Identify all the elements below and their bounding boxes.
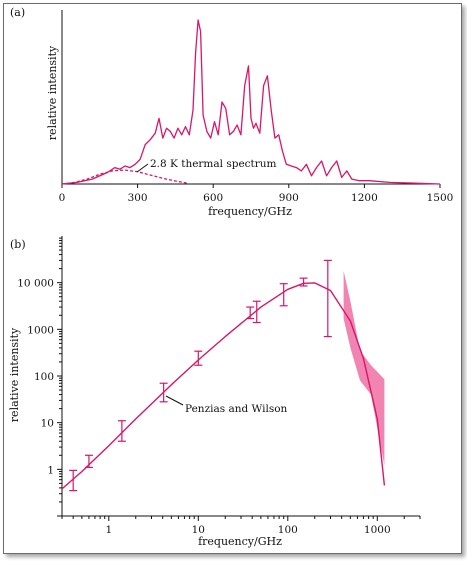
panel-b-x-tick-label: 10 xyxy=(192,524,205,536)
panel-b-annotation: Penzias and Wilson xyxy=(185,403,288,415)
error-bar xyxy=(159,382,168,403)
panel-b-x-tick-label: 1 xyxy=(105,524,112,536)
thermal-spectrum-line xyxy=(61,169,189,185)
panel-b-y-label: relative intensity xyxy=(8,327,21,422)
panel-a-x-tick-label: 1200 xyxy=(351,192,378,204)
panel-a-x-ticks: 0 300 600 900 1200 1500 xyxy=(59,184,454,204)
error-bar xyxy=(117,420,126,442)
figure-frame xyxy=(3,3,462,554)
panel-a-x-tick-label: 600 xyxy=(203,192,223,204)
panel-a-annotation: 2.8 K thermal spectrum xyxy=(150,158,277,170)
panel-a-x-tick-label: 900 xyxy=(279,192,299,204)
panel-b-label: (b) xyxy=(10,238,26,251)
error-bar xyxy=(194,350,203,366)
measured-spectrum-line xyxy=(61,19,441,185)
error-bar xyxy=(279,283,288,307)
panel-b-x-tick-label: 1000 xyxy=(364,524,391,536)
panel-a-x-tick-label: 300 xyxy=(128,192,148,204)
blackbody-curve xyxy=(61,282,386,490)
panel-a-x-label: frequency/GHz xyxy=(208,205,292,218)
measurement-band xyxy=(343,270,385,466)
panel-a-annotation-leader xyxy=(136,163,149,173)
error-bar xyxy=(323,259,332,338)
panel-b-x-tick-label: 100 xyxy=(278,524,298,536)
panel-a-plot xyxy=(61,19,441,185)
panel-a-y-label: relative intensity xyxy=(46,45,59,140)
panel-a-x-tick-label: 1500 xyxy=(427,192,454,204)
panel-a-x-tick-label: 0 xyxy=(59,192,66,204)
error-bar xyxy=(84,454,93,469)
panel-a-label: (a) xyxy=(10,6,25,19)
panel-b-x-label: frequency/GHz xyxy=(198,535,282,548)
panel-b-y-tick-label: 100 xyxy=(34,371,54,383)
error-bar xyxy=(299,277,308,287)
panel-b-annotation-leader xyxy=(165,395,184,406)
panel-b-plot xyxy=(61,259,386,492)
panel-b-y-tick-label: 1 xyxy=(47,464,54,476)
error-bar xyxy=(252,300,261,324)
error-bar xyxy=(246,306,255,320)
panel-b-ticks: 1 10 100 1000 1 10 100 1000 10 000 xyxy=(17,237,421,536)
panel-b-y-tick-label: 10 xyxy=(41,418,54,430)
error-bar xyxy=(69,469,78,492)
panel-b-y-tick-label: 10 000 xyxy=(17,278,54,290)
panel-b-y-tick-label: 1000 xyxy=(27,324,54,336)
